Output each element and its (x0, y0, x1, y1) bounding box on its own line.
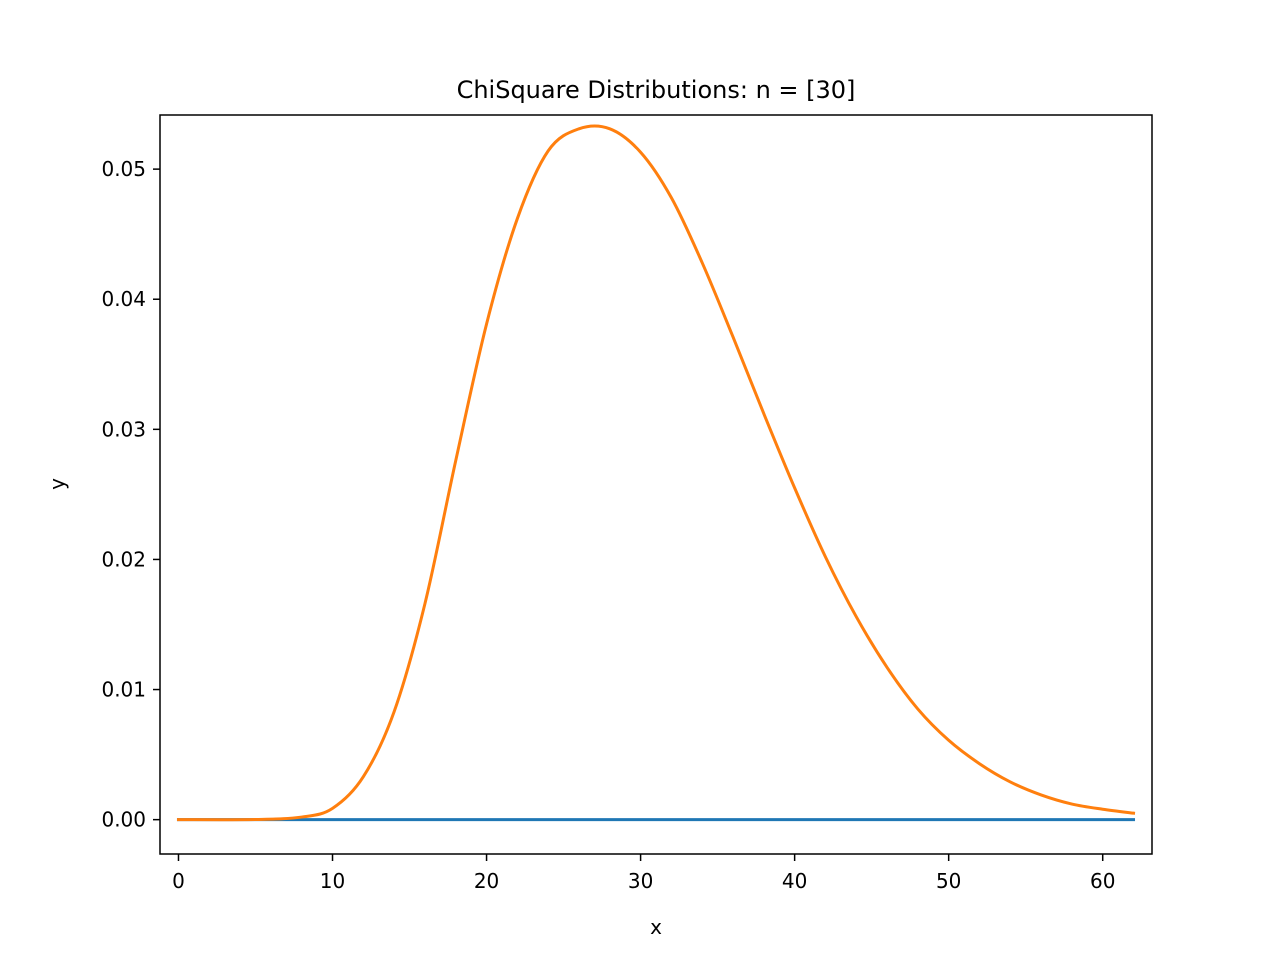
y-tick-label: 0.04 (101, 287, 146, 311)
series-layer (176, 124, 1136, 822)
series-line-1 (176, 124, 1136, 822)
x-tick-label: 40 (782, 869, 807, 893)
x-axis: 0 10 20 30 40 50 60 (172, 854, 1115, 893)
x-tick-label: 30 (628, 869, 653, 893)
y-tick-label: 0.01 (101, 678, 146, 702)
y-tick-label: 0.02 (101, 547, 146, 571)
y-tick-label: 0.00 (101, 808, 146, 832)
chart-title: ChiSquare Distributions: n = [30] (457, 76, 856, 104)
x-axis-label: x (650, 915, 662, 939)
x-tick-label: 50 (936, 869, 961, 893)
x-tick-label: 60 (1090, 869, 1115, 893)
x-tick-label: 10 (320, 869, 345, 893)
y-axis-label: y (45, 478, 69, 490)
plot-area (160, 115, 1152, 854)
x-tick-label: 0 (172, 869, 185, 893)
plot-frame (159, 114, 1153, 855)
x-tick-label: 20 (474, 869, 499, 893)
y-axis: 0.00 0.01 0.02 0.03 0.04 0.05 (101, 157, 160, 832)
y-tick-label: 0.03 (101, 417, 146, 441)
y-tick-label: 0.05 (101, 157, 146, 181)
